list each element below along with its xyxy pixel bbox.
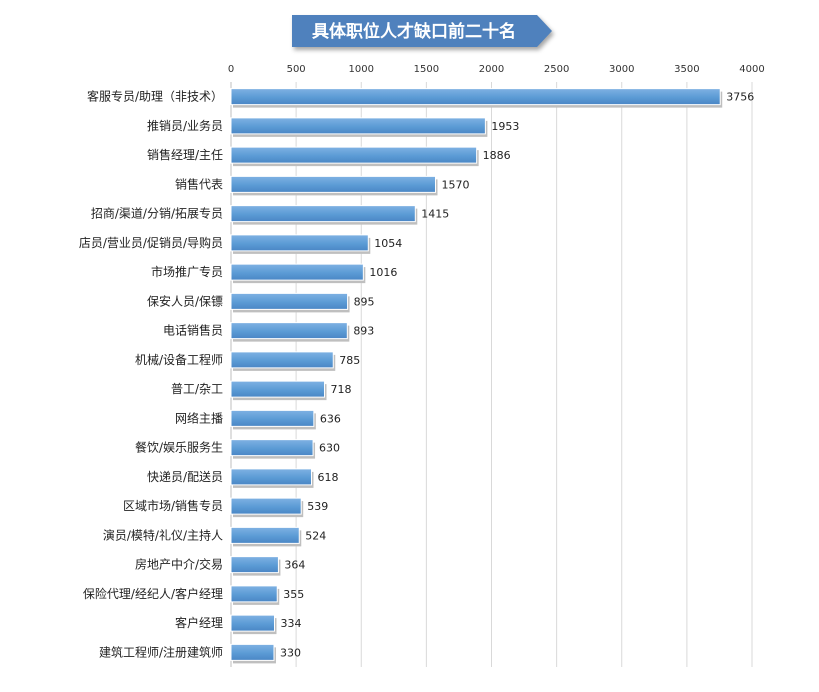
category-label: 推销员/业务员 xyxy=(147,118,223,133)
bar xyxy=(230,380,326,398)
category-label: 电话销售员 xyxy=(163,323,223,338)
bar xyxy=(230,146,478,164)
value-label: 895 xyxy=(354,295,375,308)
value-label: 539 xyxy=(307,500,328,513)
value-label: 636 xyxy=(320,412,341,425)
value-label: 893 xyxy=(353,325,374,338)
value-label: 1953 xyxy=(491,120,519,133)
category-label: 客户经理 xyxy=(175,615,223,630)
x-tick-label: 4000 xyxy=(739,64,764,75)
bar xyxy=(230,322,348,340)
x-tick-label: 3500 xyxy=(674,64,699,75)
x-tick-label: 2000 xyxy=(479,64,504,75)
value-label: 355 xyxy=(283,588,304,601)
value-label: 330 xyxy=(280,646,301,659)
value-label: 785 xyxy=(339,354,360,367)
value-label: 334 xyxy=(281,617,302,630)
value-label: 1886 xyxy=(483,149,511,162)
value-label: 1016 xyxy=(369,266,397,279)
bar xyxy=(230,263,364,281)
category-label: 普工/杂工 xyxy=(171,382,223,396)
category-label: 建筑工程师/注册建筑师 xyxy=(99,644,223,659)
bar xyxy=(230,526,300,544)
bar xyxy=(230,439,314,457)
value-label: 1054 xyxy=(374,237,402,250)
value-label: 1415 xyxy=(421,208,449,221)
value-labels: 3756 1953 1886 1570 1415 1054 1016 895 893 785 718… xyxy=(280,91,754,660)
bar xyxy=(230,205,416,223)
bar xyxy=(230,88,721,106)
bar xyxy=(230,643,275,661)
x-tick-label: 1000 xyxy=(349,64,374,75)
category-label: 保安人员/保镖 xyxy=(147,293,223,308)
value-label: 3756 xyxy=(726,91,754,104)
value-label: 618 xyxy=(317,471,338,484)
bar xyxy=(230,351,334,369)
value-label: 630 xyxy=(319,442,340,455)
x-tick-label: 2500 xyxy=(544,64,569,75)
bar xyxy=(230,497,302,515)
category-label: 区域市场/销售专员 xyxy=(123,498,223,513)
bar xyxy=(230,614,276,632)
value-label: 524 xyxy=(305,529,326,542)
category-labels: 客服专员/助理（非技术） 推销员/业务员销售经理/主任销售代表招商/渠道/分销/拓… xyxy=(79,89,223,660)
bars xyxy=(230,88,723,664)
category-label: 房地产中介/交易 xyxy=(135,557,223,572)
x-tick-label: 500 xyxy=(287,64,306,75)
value-label: 364 xyxy=(284,559,305,572)
bar xyxy=(230,468,312,486)
title-banner-shape xyxy=(292,15,552,47)
category-label: 客服专员/助理（非技术） xyxy=(87,89,223,104)
bar xyxy=(230,585,278,603)
category-label: 销售代表 xyxy=(175,176,223,191)
bar xyxy=(230,175,436,193)
category-label: 招商/渠道/分销/拓展专员 xyxy=(91,206,223,221)
title-banner: 具体职位人才缺口前二十名 xyxy=(292,15,552,47)
category-label: 机械/设备工程师 xyxy=(135,352,223,367)
bar xyxy=(230,409,315,427)
value-label: 1570 xyxy=(441,178,469,191)
category-label: 快递员/配送员 xyxy=(147,469,223,484)
bar xyxy=(230,292,349,310)
category-label: 网络主播 xyxy=(175,410,223,425)
category-label: 餐饮/娱乐服务生 xyxy=(135,440,223,455)
category-label: 演员/模特/礼仪/主持人 xyxy=(103,527,223,542)
x-tick-label: 0 xyxy=(228,64,234,75)
x-tick-label: 3000 xyxy=(609,64,634,75)
category-label: 保险代理/经纪人/客户经理 xyxy=(83,586,223,601)
bar xyxy=(230,234,369,252)
x-axis-ticks: 0 500 1000 1500 2000 2500 3000 3500 4000 xyxy=(228,64,765,75)
category-label: 市场推广专员 xyxy=(151,264,223,279)
value-label: 718 xyxy=(331,383,352,396)
bar xyxy=(230,556,279,574)
gridlines xyxy=(230,82,753,667)
category-label: 店员/营业员/促销员/导购员 xyxy=(79,235,223,250)
bar xyxy=(230,117,486,135)
category-label: 销售经理/主任 xyxy=(147,147,223,162)
chart-title: 具体职位人才缺口前二十名 xyxy=(311,21,516,42)
x-tick-label: 1500 xyxy=(414,64,439,75)
